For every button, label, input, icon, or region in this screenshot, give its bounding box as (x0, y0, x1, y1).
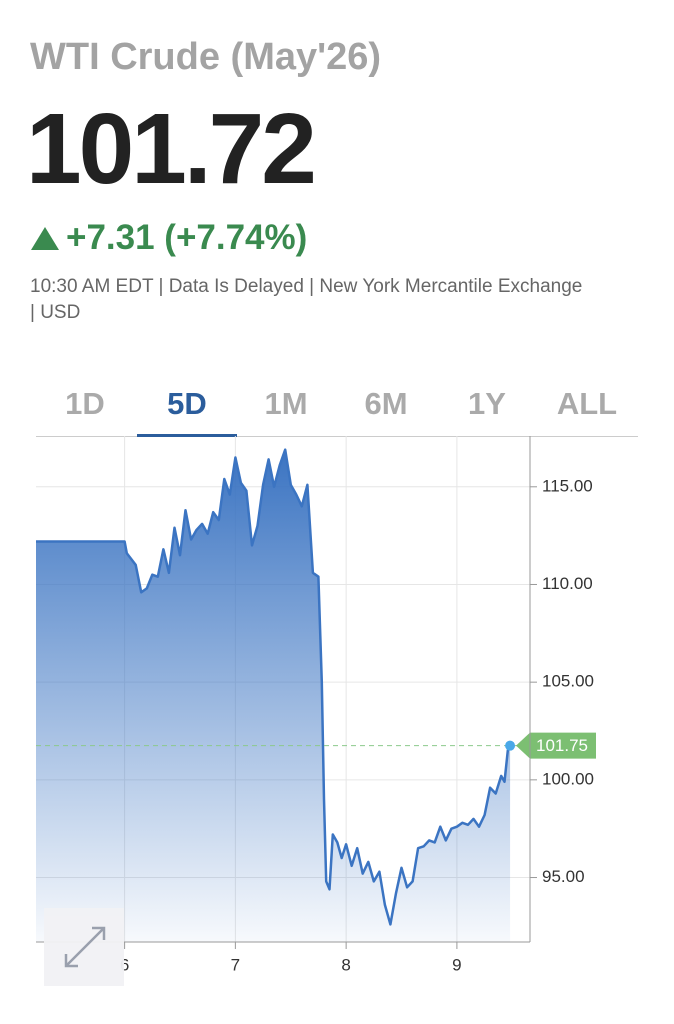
tabs: 1D 5D 1M 6M 1Y ALL (36, 382, 638, 437)
meta: 10:30 AM EDT | Data Is Delayed | New Yor… (30, 276, 583, 323)
value-tag-label: 101.75 (536, 736, 588, 755)
expand-icon (64, 926, 106, 968)
y-tick-label: 95.00 (542, 867, 585, 886)
tab[interactable]: 1M (264, 386, 308, 421)
x-tick-label: 6 (120, 955, 129, 974)
y-tick-label: 105.00 (542, 672, 594, 691)
y-tick-label: 115.00 (542, 476, 593, 495)
y-tick-label: 100.00 (542, 769, 594, 788)
price: 101.72 (26, 93, 317, 205)
tab[interactable]: 1D (65, 386, 105, 421)
last-point (505, 740, 516, 751)
title: WTI Crude (May'26) (30, 36, 382, 78)
tab[interactable]: 5D (137, 382, 237, 437)
value-tag (516, 732, 596, 759)
change: +7.31 (+7.74%) (30, 218, 307, 258)
expand-button[interactable] (44, 908, 124, 986)
area (36, 449, 511, 942)
tab[interactable]: ALL (556, 386, 618, 421)
change-text: +7.31 (+7.74%) (66, 218, 308, 257)
line (36, 448, 512, 926)
tab[interactable]: 1Y (468, 386, 506, 421)
x-tick-label: 9 (452, 955, 461, 974)
y-tick-label: 110.00 (542, 574, 593, 593)
x-tick-label: 7 (231, 955, 240, 974)
up-arrow (31, 227, 59, 250)
x-tick-label: 8 (341, 955, 350, 974)
tab[interactable]: 6M (364, 386, 408, 421)
